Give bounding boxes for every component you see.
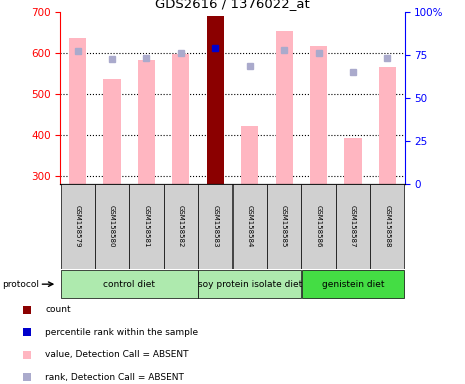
Title: GDS2616 / 1376022_at: GDS2616 / 1376022_at bbox=[155, 0, 310, 10]
Bar bbox=[206, 16, 224, 184]
Text: value, Detection Call = ABSENT: value, Detection Call = ABSENT bbox=[45, 350, 188, 359]
Text: rank, Detection Call = ABSENT: rank, Detection Call = ABSENT bbox=[45, 373, 184, 382]
Bar bbox=[129, 184, 164, 269]
Bar bbox=[164, 184, 198, 269]
Text: GSM158581: GSM158581 bbox=[144, 205, 149, 248]
Bar bbox=[370, 184, 405, 269]
Bar bbox=[302, 270, 404, 298]
Text: GSM158580: GSM158580 bbox=[109, 205, 115, 248]
Bar bbox=[172, 54, 190, 184]
Text: GSM158584: GSM158584 bbox=[247, 205, 252, 248]
Bar bbox=[310, 46, 327, 184]
Bar bbox=[276, 31, 293, 184]
Text: GSM158582: GSM158582 bbox=[178, 205, 184, 248]
Bar bbox=[267, 184, 301, 269]
Bar bbox=[241, 126, 259, 184]
Text: soy protein isolate diet: soy protein isolate diet bbox=[198, 280, 302, 289]
Bar bbox=[301, 184, 336, 269]
Bar bbox=[232, 184, 267, 269]
Text: protocol: protocol bbox=[2, 280, 40, 289]
Text: GSM158588: GSM158588 bbox=[385, 205, 390, 248]
Text: GSM158585: GSM158585 bbox=[281, 205, 287, 248]
Text: GSM158583: GSM158583 bbox=[213, 205, 218, 248]
Bar bbox=[199, 270, 301, 298]
Bar bbox=[336, 184, 370, 269]
Bar bbox=[69, 38, 86, 184]
Bar bbox=[95, 184, 129, 269]
Bar bbox=[344, 138, 362, 184]
Text: count: count bbox=[45, 305, 71, 314]
Text: genistein diet: genistein diet bbox=[322, 280, 384, 289]
Bar bbox=[103, 79, 121, 184]
Bar bbox=[379, 67, 396, 184]
Text: GSM158586: GSM158586 bbox=[316, 205, 321, 248]
Text: GSM158579: GSM158579 bbox=[75, 205, 80, 248]
Bar bbox=[61, 270, 198, 298]
Bar bbox=[198, 184, 232, 269]
Bar bbox=[60, 184, 95, 269]
Text: control diet: control diet bbox=[103, 280, 155, 289]
Bar bbox=[138, 60, 155, 184]
Text: percentile rank within the sample: percentile rank within the sample bbox=[45, 328, 198, 337]
Text: GSM158587: GSM158587 bbox=[350, 205, 356, 248]
